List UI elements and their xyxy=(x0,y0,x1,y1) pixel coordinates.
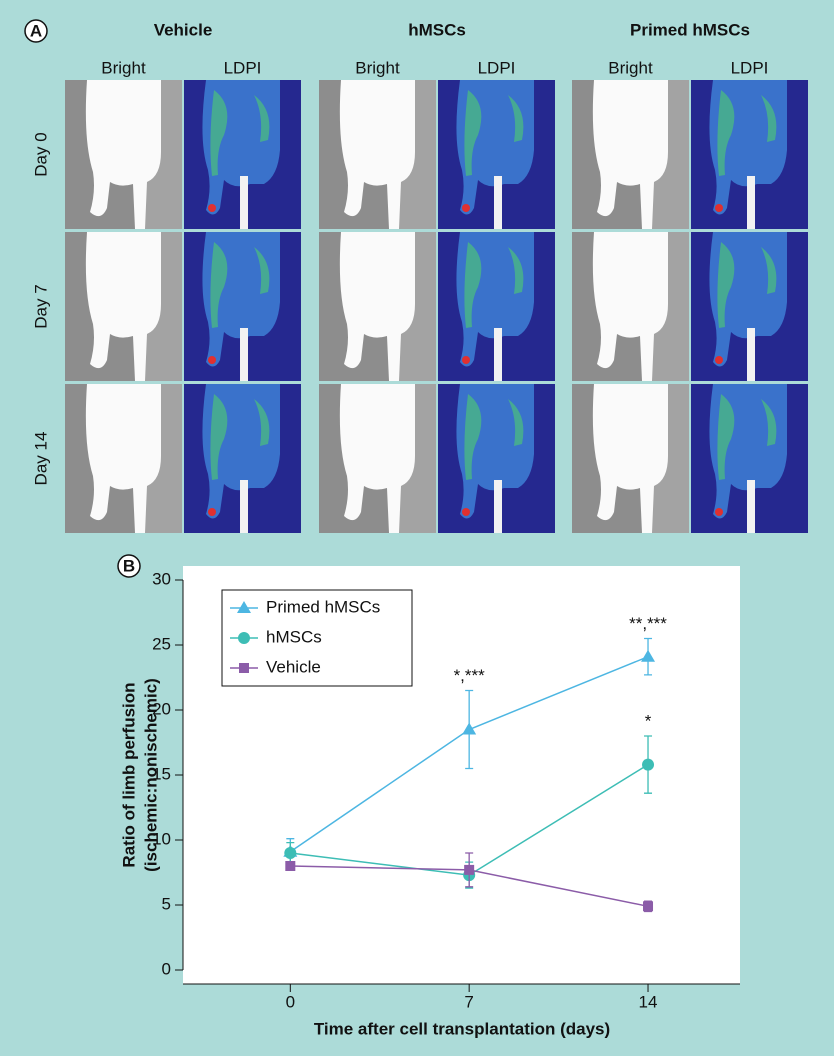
x-tick-label: 0 xyxy=(286,992,295,1011)
limb-trace xyxy=(494,176,502,229)
limb-trace xyxy=(747,328,755,381)
column-subtitle: Bright xyxy=(608,58,653,77)
row-label: Day 7 xyxy=(31,284,50,328)
y-tick-label: 0 xyxy=(162,959,171,978)
bright-image xyxy=(572,80,689,229)
limb-trace xyxy=(747,480,755,533)
ldpi-image xyxy=(184,384,301,533)
ldpi-image xyxy=(691,80,808,229)
ldpi-image xyxy=(691,384,808,533)
ldpi-image xyxy=(438,80,555,229)
column-title: hMSCs xyxy=(408,20,466,39)
limb-trace xyxy=(494,328,502,381)
hot-spot xyxy=(208,508,216,516)
limb-trace xyxy=(240,176,248,229)
legend-label: hMSCs xyxy=(266,627,322,646)
marker xyxy=(643,901,653,911)
hot-spot xyxy=(715,508,723,516)
column-title: Primed hMSCs xyxy=(630,20,750,39)
legend-label: Primed hMSCs xyxy=(266,597,380,616)
y-tick-label: 30 xyxy=(152,569,171,588)
marker xyxy=(642,759,654,771)
y-axis-title: (ischemic:nonischemic) xyxy=(141,678,160,872)
bright-image xyxy=(319,232,436,381)
marker xyxy=(239,663,249,673)
bright-image xyxy=(65,232,182,381)
y-tick-label: 25 xyxy=(152,634,171,653)
bright-image xyxy=(65,384,182,533)
column-subtitle: Bright xyxy=(355,58,400,77)
legend-label: Vehicle xyxy=(266,657,321,676)
column-subtitle: Bright xyxy=(101,58,146,77)
bright-image xyxy=(572,384,689,533)
ldpi-image xyxy=(438,384,555,533)
legend: Primed hMSCs hMSCs Vehicle xyxy=(222,590,412,686)
hot-spot xyxy=(208,204,216,212)
hot-spot xyxy=(462,204,470,212)
hot-spot xyxy=(462,508,470,516)
page: {"panel_a": {"label": "A", "columns": [ … xyxy=(0,0,834,1056)
ldpi-image xyxy=(438,232,555,381)
hot-spot xyxy=(715,204,723,212)
marker xyxy=(285,861,295,871)
bright-image xyxy=(319,384,436,533)
hot-spot xyxy=(715,356,723,364)
bright-image xyxy=(319,80,436,229)
column-subtitle: LDPI xyxy=(731,58,769,77)
hot-spot xyxy=(208,356,216,364)
x-axis-title: Time after cell transplantation (days) xyxy=(314,1019,610,1038)
y-tick-label: 5 xyxy=(162,894,171,913)
x-tick-label: 14 xyxy=(639,992,658,1011)
column-title: Vehicle xyxy=(154,20,213,39)
panel-label: B xyxy=(123,556,135,575)
limb-trace xyxy=(240,328,248,381)
significance-label: * xyxy=(645,711,652,730)
bright-image xyxy=(65,80,182,229)
bright-image xyxy=(572,232,689,381)
significance-label: *,*** xyxy=(454,666,486,685)
ldpi-image xyxy=(691,232,808,381)
figure: A Vehicle Bright LDPI hMSCs Bright LDPI Primed … xyxy=(0,0,834,1056)
marker xyxy=(464,865,474,875)
column-subtitle: LDPI xyxy=(224,58,262,77)
marker xyxy=(284,847,296,859)
row-label: Day 14 xyxy=(31,432,50,486)
limb-trace xyxy=(747,176,755,229)
x-tick-label: 7 xyxy=(464,992,473,1011)
hot-spot xyxy=(462,356,470,364)
limb-trace xyxy=(494,480,502,533)
row-label: Day 0 xyxy=(31,132,50,176)
significance-label: **,*** xyxy=(629,614,667,633)
ldpi-image xyxy=(184,80,301,229)
ldpi-image xyxy=(184,232,301,381)
y-axis-title: Ratio of limb perfusion xyxy=(119,682,138,867)
marker xyxy=(238,632,250,644)
column-subtitle: LDPI xyxy=(478,58,516,77)
panel-label: A xyxy=(30,21,42,40)
limb-trace xyxy=(240,480,248,533)
